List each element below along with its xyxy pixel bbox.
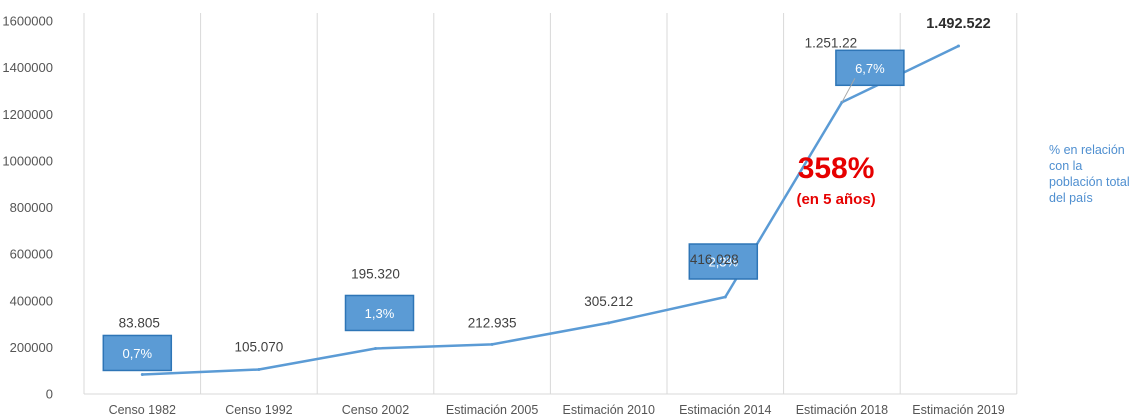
side-note: % en relación con la población total del…: [1049, 142, 1145, 206]
growth-annotation: 358% (en 5 años): [796, 152, 875, 208]
y-tick-label: 800000: [10, 200, 53, 215]
data-point: [140, 372, 144, 376]
percentage-boxes: 0,7% 1,3% 2,3% 6,7%: [102, 49, 905, 372]
pct-box: [344, 294, 415, 332]
x-tick-label: Censo 2002: [342, 403, 409, 417]
data-point: [957, 44, 960, 48]
data-label: 105.070: [234, 340, 283, 355]
data-point: [257, 368, 261, 372]
pct-box-label: 2,3%: [708, 255, 738, 270]
series-line: [142, 44, 960, 376]
side-note-line: con la: [1049, 159, 1083, 173]
grid-lines: [83, 13, 1018, 395]
pct-box-label: 1,3%: [365, 306, 395, 321]
data-label: 1.251.22: [805, 35, 858, 50]
data-point: [490, 342, 494, 346]
data-label: 83.805: [119, 315, 160, 330]
x-tick-label: Estimación 2005: [446, 403, 538, 417]
data-label: 1.492.522: [926, 16, 991, 32]
side-note-line: % en relación: [1049, 143, 1125, 157]
data-label: 212.935: [468, 315, 517, 330]
growth-period: (en 5 años): [796, 191, 875, 208]
y-axis-ticks: 0 200000 400000 600000 800000 1000000 1200000 1…: [2, 14, 53, 402]
y-tick-label: 1400000: [2, 60, 53, 75]
y-tick-label: 1200000: [2, 107, 53, 122]
series-layer: [140, 44, 960, 376]
data-label: 195.320: [351, 266, 400, 281]
x-tick-label: Estimación 2014: [679, 403, 771, 417]
side-note-line: población total: [1049, 175, 1130, 189]
y-tick-label: 1000000: [2, 153, 53, 168]
x-tick-label: Estimación 2018: [796, 403, 888, 417]
y-tick-label: 600000: [10, 247, 53, 262]
x-tick-label: Censo 1992: [225, 403, 292, 417]
y-tick-label: 400000: [10, 293, 53, 308]
data-labels: 83.805 105.070 195.320 212.935 305.212 416.02…: [119, 16, 991, 354]
pct-box-label: 6,7%: [855, 61, 885, 76]
pct-box: [102, 334, 173, 372]
pct-box: [835, 49, 905, 87]
y-tick-label: 200000: [10, 340, 53, 355]
y-tick-label: 0: [46, 387, 53, 402]
side-note-line: del país: [1049, 191, 1093, 205]
data-point: [374, 346, 377, 350]
data-point: [723, 295, 727, 299]
data-label: 416.028: [690, 252, 739, 267]
pct-box: [688, 243, 759, 280]
x-tick-label: Estimación 2010: [562, 403, 654, 417]
pct-box-label: 0,7%: [122, 346, 152, 361]
data-point: [607, 321, 611, 325]
x-tick-label: Censo 1982: [109, 403, 176, 417]
y-tick-label: 1600000: [2, 14, 53, 29]
leader-line: [841, 78, 856, 103]
data-label: 305.212: [584, 294, 633, 309]
x-axis-ticks: Censo 1982 Censo 1992 Censo 2002 Estimación…: [109, 403, 1005, 417]
x-tick-label: Estimación 2019: [912, 403, 1004, 417]
growth-percent: 358%: [798, 152, 875, 185]
